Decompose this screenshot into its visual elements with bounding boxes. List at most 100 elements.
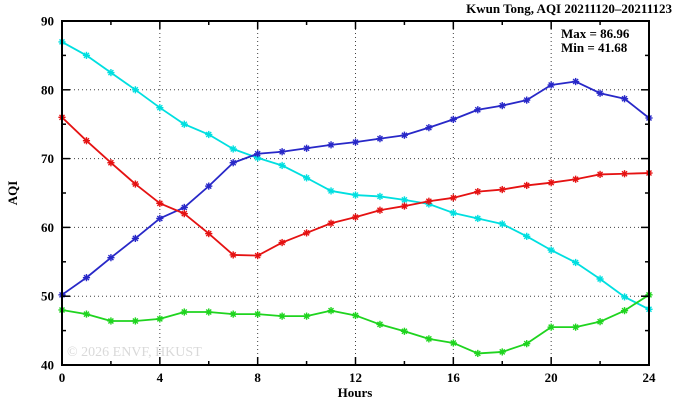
asterisk-marker (205, 131, 212, 138)
asterisk-marker (523, 340, 530, 347)
asterisk-marker (548, 81, 555, 88)
asterisk-marker (156, 315, 163, 322)
asterisk-marker (376, 193, 383, 200)
asterisk-marker (181, 210, 188, 217)
y-tick-label: 50 (41, 289, 54, 304)
asterisk-marker (328, 220, 335, 227)
x-tick-label: 8 (254, 370, 261, 385)
asterisk-marker (523, 233, 530, 240)
y-tick-label: 90 (41, 14, 54, 29)
asterisk-marker (107, 69, 114, 76)
asterisk-marker (303, 313, 310, 320)
asterisk-marker (156, 215, 163, 222)
asterisk-marker (597, 318, 604, 325)
asterisk-marker (230, 145, 237, 152)
asterisk-marker (328, 141, 335, 148)
asterisk-marker (303, 174, 310, 181)
asterisk-marker (156, 104, 163, 111)
asterisk-marker (474, 106, 481, 113)
asterisk-marker (303, 229, 310, 236)
asterisk-marker (597, 276, 604, 282)
asterisk-marker (254, 311, 261, 318)
asterisk-marker (352, 214, 359, 221)
asterisk-marker (230, 159, 237, 166)
red-series-markers (58, 113, 653, 260)
asterisk-marker (230, 251, 237, 258)
asterisk-marker (205, 183, 212, 190)
chart-title: Kwun Tong, AQI 20211120–20211123 (466, 1, 672, 16)
asterisk-marker (376, 135, 383, 142)
asterisk-marker (523, 182, 530, 189)
asterisk-marker (83, 311, 90, 318)
y-axis-title: AQI (5, 181, 20, 206)
asterisk-marker (450, 116, 457, 123)
asterisk-marker (303, 145, 310, 152)
asterisk-marker (279, 162, 286, 169)
asterisk-marker (107, 159, 114, 166)
asterisk-marker (499, 102, 506, 109)
asterisk-marker (352, 139, 359, 146)
asterisk-marker (107, 254, 114, 261)
tick-labels: 0 4 8 12 16 20 24 40 50 60 70 80 90 (41, 14, 656, 386)
blue-series-markers (58, 77, 653, 299)
asterisk-marker (401, 328, 408, 335)
asterisk-marker (621, 170, 628, 177)
asterisk-marker (376, 321, 383, 328)
asterisk-marker (181, 309, 188, 316)
asterisk-marker (230, 311, 237, 318)
asterisk-marker (523, 97, 530, 104)
asterisk-marker (156, 200, 163, 207)
asterisk-marker (254, 252, 261, 259)
asterisk-marker (450, 209, 457, 216)
asterisk-marker (83, 52, 90, 59)
asterisk-marker (621, 307, 628, 314)
x-axis-title: Hours (338, 385, 373, 400)
axis-ticks (61, 20, 650, 366)
asterisk-marker (279, 148, 286, 155)
y-tick-label: 40 (41, 358, 54, 373)
asterisk-marker (328, 307, 335, 314)
asterisk-marker (425, 198, 432, 205)
y-tick-label: 80 (41, 82, 54, 97)
asterisk-marker (279, 313, 286, 320)
asterisk-marker (474, 350, 481, 357)
x-tick-label: 12 (349, 370, 362, 385)
asterisk-marker (572, 78, 579, 85)
asterisk-marker (83, 137, 90, 144)
asterisk-marker (352, 312, 359, 319)
asterisk-marker (132, 317, 139, 324)
asterisk-marker (572, 324, 579, 331)
watermark: © 2026 ENVF, HKUST (67, 345, 202, 360)
asterisk-marker (205, 309, 212, 316)
x-tick-label: 4 (157, 370, 164, 385)
asterisk-marker (572, 259, 579, 266)
asterisk-marker (132, 235, 139, 242)
x-tick-label: 0 (59, 370, 66, 385)
x-tick-label: 16 (447, 370, 461, 385)
asterisk-marker (450, 194, 457, 201)
asterisk-marker (279, 239, 286, 246)
x-tick-label: 24 (643, 370, 657, 385)
asterisk-marker (597, 90, 604, 97)
asterisk-marker (376, 207, 383, 214)
data-series (58, 38, 653, 358)
asterisk-marker (425, 335, 432, 342)
asterisk-marker (132, 86, 139, 93)
asterisk-marker (107, 317, 114, 324)
asterisk-marker (548, 247, 555, 254)
asterisk-marker (474, 188, 481, 195)
y-tick-label: 70 (41, 151, 54, 166)
asterisk-marker (548, 179, 555, 186)
asterisk-marker (425, 124, 432, 131)
asterisk-marker (181, 204, 188, 211)
asterisk-marker (83, 274, 90, 281)
asterisk-marker (572, 176, 579, 183)
asterisk-marker (401, 203, 408, 210)
max-annotation: Max = 86.96 (561, 26, 630, 41)
asterisk-marker (621, 293, 628, 300)
asterisk-marker (132, 181, 139, 188)
x-tick-label: 20 (545, 370, 558, 385)
asterisk-marker (181, 121, 188, 128)
min-annotation: Min = 41.68 (561, 40, 628, 55)
